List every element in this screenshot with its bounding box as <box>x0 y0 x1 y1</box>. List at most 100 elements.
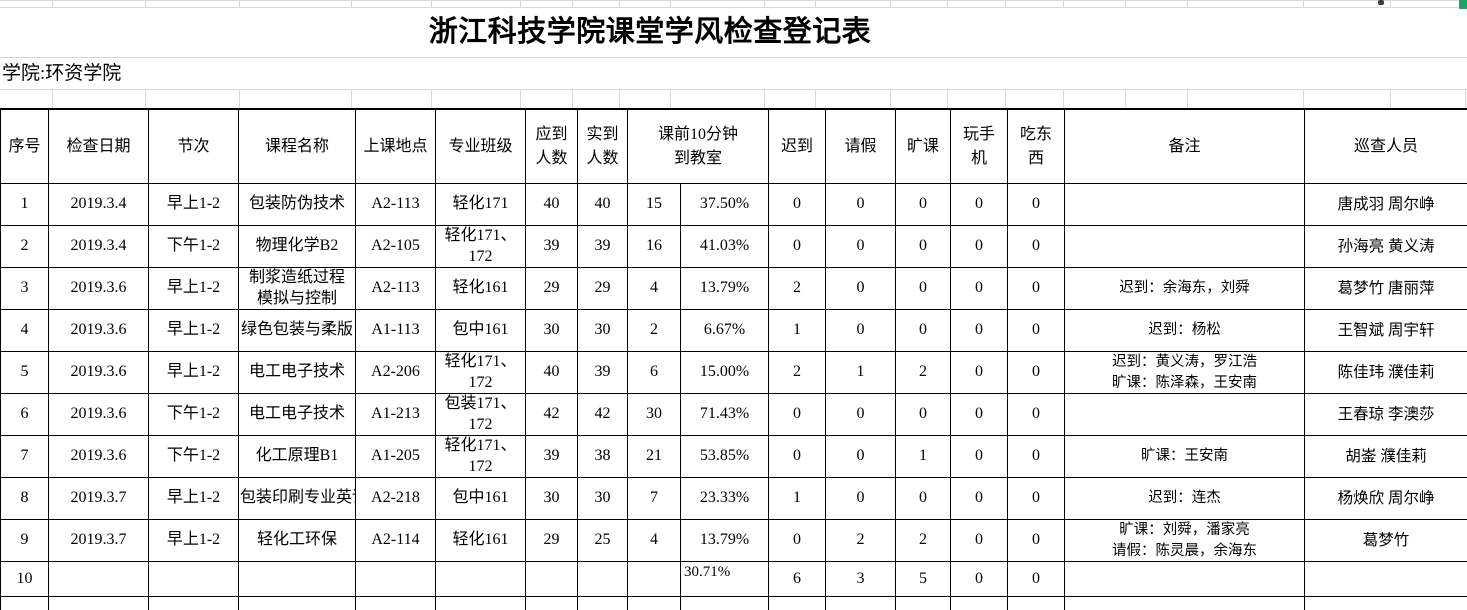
cell-inspection-date[interactable]: 2019.3.6 <box>48 435 149 478</box>
cell-classroom[interactable]: A2-113 <box>355 267 436 310</box>
cell-absent-count[interactable]: 0 <box>895 225 952 268</box>
cell-course-name[interactable]: 包装防伪技术 <box>238 183 356 226</box>
cell-serial-number[interactable]: 1 <box>0 183 49 226</box>
cell-leave-count[interactable]: 0 <box>825 393 897 436</box>
cell-inspection-date[interactable]: 2019.3.7 <box>48 477 149 520</box>
cell-early-arrival-count[interactable]: 15 <box>627 183 681 226</box>
cell-period[interactable]: 早上1-2 <box>148 309 239 352</box>
cell-serial-number[interactable]: 5 <box>0 351 49 394</box>
cell-early-arrival-percent[interactable]: 23.33% <box>679 477 770 520</box>
cell-actual-count[interactable] <box>577 561 628 597</box>
cell-inspectors[interactable]: 陈佳玮 濮佳莉 <box>1304 351 1467 394</box>
header-eating[interactable]: 吃东西 <box>1007 108 1066 184</box>
cell-inspection-date[interactable]: 2019.3.6 <box>48 351 149 394</box>
cell-late-count[interactable]: 0 <box>768 435 827 478</box>
cell-class[interactable]: 包装171、 172 <box>435 393 526 436</box>
cell-course-name[interactable]: 物理化学B2 <box>238 225 356 268</box>
cell-inspection-date[interactable]: 2019.3.6 <box>48 393 149 436</box>
cell-early-arrival-count[interactable]: 16 <box>627 225 681 268</box>
cell-period[interactable]: 下午1-2 <box>148 225 239 268</box>
cell-expected-count[interactable]: 40 <box>525 351 578 394</box>
cell-course-name[interactable]: 电工电子技术 <box>238 393 356 436</box>
cell-period[interactable]: 早上1-2 <box>148 183 239 226</box>
empty-cell[interactable] <box>525 596 578 610</box>
cell-phone-count[interactable]: 0 <box>950 435 1009 478</box>
cell-course-name[interactable]: 电工电子技术 <box>238 351 356 394</box>
cell-period[interactable]: 早上1-2 <box>148 351 239 394</box>
cell-absent-count[interactable]: 1 <box>895 435 952 478</box>
cell-remark[interactable]: 迟到：黄义涛，罗江浩 旷课：陈泽森，王安南 <box>1064 351 1306 394</box>
cell-early-arrival-count[interactable]: 4 <box>627 267 681 310</box>
cell-late-count[interactable]: 2 <box>768 351 827 394</box>
empty-cell[interactable] <box>1007 596 1066 610</box>
cell-remark[interactable]: 迟到：杨松 <box>1064 309 1306 352</box>
cell-eating-count[interactable]: 0 <box>1007 183 1066 226</box>
cell-early-arrival-percent[interactable]: 30.71% <box>679 561 770 597</box>
cell-early-arrival-percent[interactable]: 15.00% <box>679 351 770 394</box>
empty-cell[interactable] <box>355 596 436 610</box>
header-absent[interactable]: 旷课 <box>895 108 952 184</box>
cell-inspectors[interactable]: 唐成羽 周尔峥 <box>1304 183 1467 226</box>
cell-leave-count[interactable]: 3 <box>825 561 897 597</box>
cell-phone-count[interactable]: 0 <box>950 477 1009 520</box>
cell-early-arrival-count[interactable]: 6 <box>627 351 681 394</box>
cell-leave-count[interactable]: 0 <box>825 435 897 478</box>
cell-remark[interactable]: 旷课：王安南 <box>1064 435 1306 478</box>
empty-cell[interactable] <box>679 596 770 610</box>
header-expected-count[interactable]: 应到人数 <box>525 108 578 184</box>
cell-course-name[interactable]: 包装印刷专业英语 <box>238 477 356 520</box>
cell-eating-count[interactable]: 0 <box>1007 225 1066 268</box>
cell-leave-count[interactable]: 0 <box>825 183 897 226</box>
header-early-arrival[interactable]: 课前10分钟到教室 <box>626 108 770 184</box>
empty-cell[interactable] <box>577 596 628 610</box>
cell-actual-count[interactable]: 42 <box>577 393 628 436</box>
cell-actual-count[interactable]: 29 <box>577 267 628 310</box>
page-title[interactable]: 浙江科技学院课堂学风检查登记表 <box>428 16 872 48</box>
cell-class[interactable] <box>435 561 526 597</box>
cell-period[interactable]: 下午1-2 <box>148 393 239 436</box>
cell-classroom[interactable]: A2-113 <box>355 183 436 226</box>
cell-inspectors[interactable]: 葛梦竹 唐丽萍 <box>1304 267 1467 310</box>
cell-phone-count[interactable]: 0 <box>950 225 1009 268</box>
cell-early-arrival-percent[interactable]: 41.03% <box>679 225 770 268</box>
cell-class[interactable]: 轻化171 <box>435 183 526 226</box>
empty-cell[interactable] <box>48 596 149 610</box>
header-inspectors[interactable]: 巡查人员 <box>1304 108 1467 184</box>
cell-eating-count[interactable]: 0 <box>1007 519 1066 562</box>
cell-expected-count[interactable]: 42 <box>525 393 578 436</box>
cell-inspection-date[interactable]: 2019.3.6 <box>48 267 149 310</box>
cell-leave-count[interactable]: 0 <box>825 225 897 268</box>
cell-early-arrival-count[interactable]: 4 <box>627 519 681 562</box>
empty-cell[interactable] <box>895 596 952 610</box>
header-leave[interactable]: 请假 <box>825 108 897 184</box>
cell-inspection-date[interactable]: 2019.3.7 <box>48 519 149 562</box>
cell-inspectors[interactable]: 葛梦竹 <box>1304 519 1467 562</box>
cell-inspection-date[interactable]: 2019.3.6 <box>48 309 149 352</box>
cell-period[interactable]: 早上1-2 <box>148 477 239 520</box>
cell-eating-count[interactable]: 0 <box>1007 435 1066 478</box>
cell-leave-count[interactable]: 0 <box>825 309 897 352</box>
cell-classroom[interactable]: A1-113 <box>355 309 436 352</box>
cell-class[interactable]: 轻化171、 172 <box>435 225 526 268</box>
cell-serial-number[interactable]: 7 <box>0 435 49 478</box>
cell-absent-count[interactable]: 0 <box>895 477 952 520</box>
cell-inspectors[interactable]: 王智斌 周宇轩 <box>1304 309 1467 352</box>
cell-early-arrival-count[interactable]: 7 <box>627 477 681 520</box>
empty-cell[interactable] <box>435 596 526 610</box>
empty-cell[interactable] <box>825 596 897 610</box>
cell-inspectors[interactable]: 胡崟 濮佳莉 <box>1304 435 1467 478</box>
cell-early-arrival-count[interactable] <box>627 561 681 597</box>
cell-classroom[interactable]: A2-114 <box>355 519 436 562</box>
cell-expected-count[interactable]: 30 <box>525 309 578 352</box>
cell-phone-count[interactable]: 0 <box>950 519 1009 562</box>
cell-inspectors[interactable] <box>1304 561 1467 597</box>
cell-remark[interactable]: 迟到：连杰 <box>1064 477 1306 520</box>
cell-class[interactable]: 包中161 <box>435 309 526 352</box>
empty-cell[interactable] <box>627 596 681 610</box>
cell-class[interactable]: 轻化171、 172 <box>435 435 526 478</box>
cell-course-name[interactable]: 绿色包装与柔版 <box>238 309 356 352</box>
cell-class[interactable]: 包中161 <box>435 477 526 520</box>
cell-expected-count[interactable]: 40 <box>525 183 578 226</box>
cell-classroom[interactable]: A2-105 <box>355 225 436 268</box>
cell-late-count[interactable]: 1 <box>768 309 827 352</box>
